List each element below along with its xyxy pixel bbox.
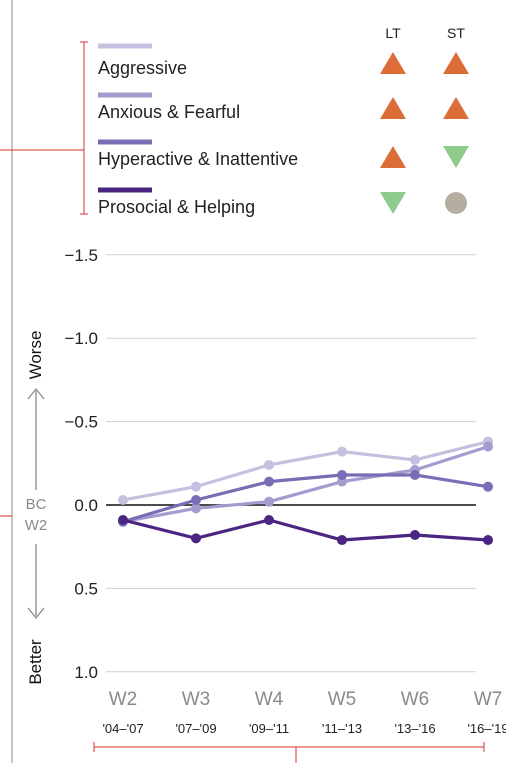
series-line — [121, 445, 490, 524]
legend-label: Hyperactive & Inattentive — [98, 149, 298, 169]
x-date-range-label: '16–'19 — [467, 721, 506, 736]
series-line — [121, 518, 490, 542]
series-line — [121, 473, 490, 524]
x-date-range-label: '09–'11 — [249, 721, 289, 736]
data-point — [118, 515, 128, 526]
better-label: Better — [26, 639, 45, 685]
legend-st-marker — [443, 146, 469, 168]
y-tick-label: −0.5 — [64, 413, 98, 432]
legend-st-marker — [445, 192, 467, 214]
baseline-label-line2: W2 — [25, 517, 48, 534]
x-date-range-label: '11–'13 — [322, 721, 362, 736]
baseline-label-line1: BC — [26, 496, 47, 513]
legend-column-lt: LT — [385, 25, 401, 41]
data-point — [191, 533, 201, 544]
x-date-range-label: '04–'07 — [102, 721, 143, 736]
data-point — [337, 535, 347, 546]
legend-st-marker — [443, 52, 469, 74]
data-point — [264, 496, 274, 507]
y-tick-label: 0.5 — [74, 579, 98, 598]
better-arrow-head — [27, 607, 45, 620]
data-point — [118, 494, 128, 505]
x-tick-label: W6 — [401, 689, 430, 710]
y-tick-label: −1.5 — [64, 246, 98, 265]
data-point — [191, 503, 201, 514]
data-point — [264, 515, 274, 526]
data-point — [337, 446, 347, 457]
legend-label: Anxious & Fearful — [98, 102, 240, 122]
data-point — [410, 454, 420, 465]
data-point — [191, 481, 201, 492]
legend-column-st: ST — [447, 25, 465, 41]
worse-arrow-head — [27, 387, 45, 400]
data-point — [410, 469, 420, 480]
y-tick-label: −1.0 — [64, 329, 98, 348]
x-tick-label: W2 — [109, 689, 138, 710]
x-tick-label: W4 — [255, 689, 284, 710]
x-tick-label: W5 — [328, 689, 357, 710]
legend-lt-marker — [380, 146, 406, 168]
legend-lt-marker — [380, 52, 406, 74]
x-tick-label: W7 — [474, 689, 503, 710]
data-point — [264, 476, 274, 487]
data-point — [191, 494, 201, 505]
legend-label: Aggressive — [98, 58, 187, 78]
data-point — [483, 441, 493, 452]
y-tick-label: 0.0 — [74, 496, 98, 515]
data-point — [264, 459, 274, 470]
x-tick-label: W3 — [182, 689, 211, 710]
data-point — [410, 530, 420, 541]
data-point — [483, 535, 493, 546]
legend-lt-marker — [380, 97, 406, 119]
x-date-range-label: '13–'16 — [394, 721, 435, 736]
x-date-range-label: '07–'09 — [175, 721, 216, 736]
legend-lt-marker — [380, 192, 406, 214]
data-point — [483, 481, 493, 492]
worse-label: Worse — [26, 331, 45, 380]
y-tick-label: 1.0 — [74, 663, 98, 682]
data-point — [337, 469, 347, 480]
series-line — [121, 440, 490, 502]
legend-label: Prosocial & Helping — [98, 197, 255, 217]
legend-st-marker — [443, 97, 469, 119]
